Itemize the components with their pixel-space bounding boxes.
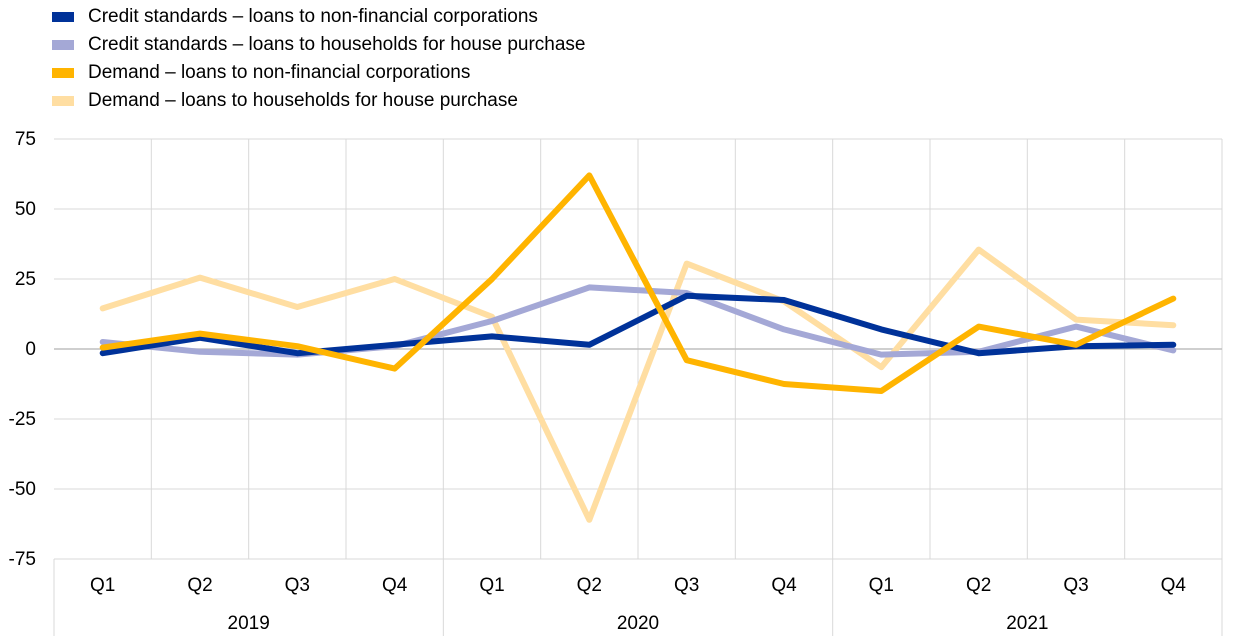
legend-swatch xyxy=(52,96,74,106)
y-tick-label: -75 xyxy=(9,549,36,570)
legend-item: Credit standards – loans to non-financia… xyxy=(52,3,585,31)
y-tick-label: -50 xyxy=(9,479,36,500)
y-tick-label: 75 xyxy=(15,129,36,150)
series-line xyxy=(99,172,1177,394)
series-line xyxy=(99,284,1177,358)
series-line xyxy=(99,246,1177,523)
legend-item: Credit standards – loans to households f… xyxy=(52,31,585,59)
legend-swatch xyxy=(52,12,74,22)
series-lines xyxy=(99,172,1177,523)
x-tick-label: Q2 xyxy=(577,575,602,596)
y-tick-label: 25 xyxy=(15,269,36,290)
group-label: 2019 xyxy=(228,613,270,634)
chart-legend: Credit standards – loans to non-financia… xyxy=(52,3,585,115)
y-tick-label: 50 xyxy=(15,199,36,220)
legend-item: Demand – loans to households for house p… xyxy=(52,87,585,115)
y-tick-label: -25 xyxy=(9,409,36,430)
series-line xyxy=(99,292,1177,357)
x-tick-label: Q1 xyxy=(479,575,504,596)
legend-label: Credit standards – loans to households f… xyxy=(88,34,586,55)
legend-label: Demand – loans to non-financial corporat… xyxy=(88,62,471,83)
x-tick-label: Q1 xyxy=(869,575,894,596)
group-label: 2021 xyxy=(1006,613,1048,634)
group-label: 2020 xyxy=(617,613,659,634)
y-tick-label: 0 xyxy=(25,339,36,360)
x-tick-label: Q2 xyxy=(966,575,991,596)
legend-label: Demand – loans to households for house p… xyxy=(88,90,518,111)
legend-label: Credit standards – loans to non-financia… xyxy=(88,6,538,27)
x-tick-label: Q4 xyxy=(382,575,408,596)
legend-item: Demand – loans to non-financial corporat… xyxy=(52,59,585,87)
legend-swatch xyxy=(52,68,74,78)
x-tick-label: Q4 xyxy=(1161,575,1187,596)
x-tick-label: Q1 xyxy=(90,575,115,596)
x-tick-label: Q3 xyxy=(1063,575,1088,596)
x-tick-label: Q3 xyxy=(674,575,699,596)
x-tick-label: Q3 xyxy=(285,575,310,596)
axes: 75 50 25 0 -25 -50 -75 Q1 Q2 Q3 Q4 Q1 Q2 Q3 Q4 Q1 Q2 Q3 Q4… xyxy=(9,129,1223,636)
x-tick-label: Q2 xyxy=(187,575,212,596)
legend-swatch xyxy=(52,40,74,50)
x-tick-label: Q4 xyxy=(771,575,797,596)
